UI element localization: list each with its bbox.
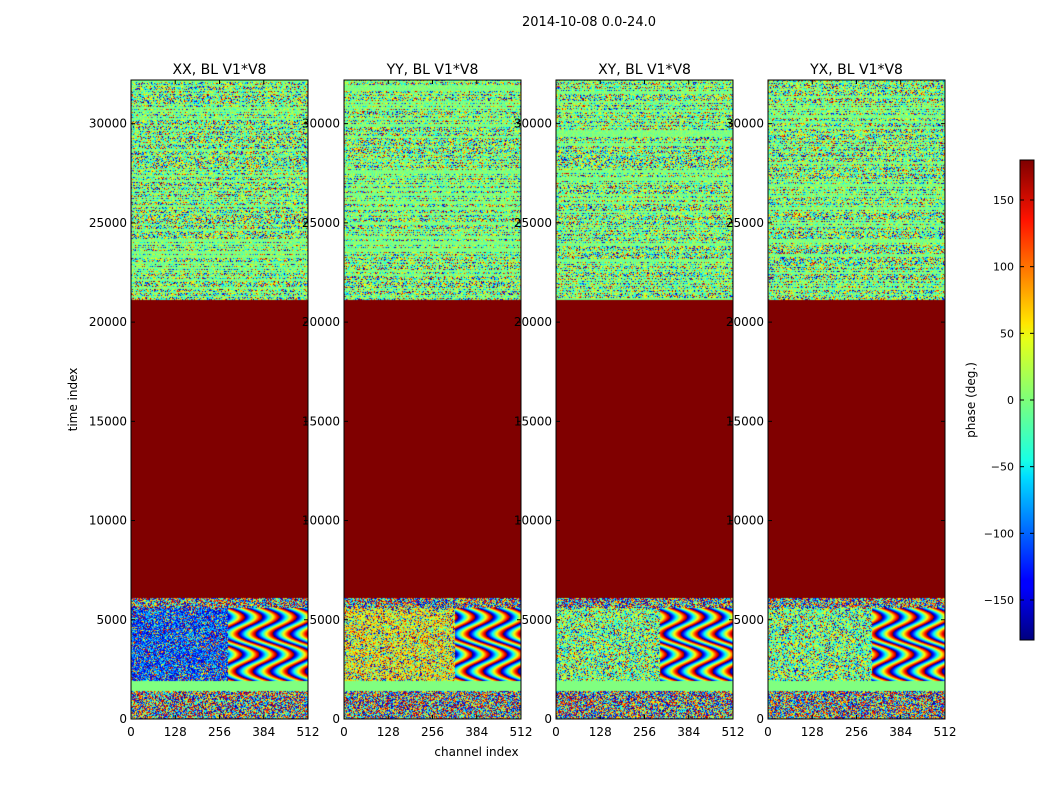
y-tick-label: 30000 xyxy=(302,117,340,131)
x-tick-label: 256 xyxy=(633,725,656,739)
y-tick-label: 15000 xyxy=(726,414,764,428)
y-tick-label: 5000 xyxy=(309,613,340,627)
y-tick-label: 10000 xyxy=(302,514,340,528)
colorbar-label: phase (deg.) xyxy=(964,362,978,438)
x-tick-label: 128 xyxy=(801,725,824,739)
y-tick-label: 25000 xyxy=(726,216,764,230)
x-tick-label: 512 xyxy=(297,725,320,739)
x-tick-label: 0 xyxy=(552,725,560,739)
y-axis-label: time index xyxy=(66,368,80,432)
panel-title: YX, BL V1*V8 xyxy=(809,62,903,78)
x-tick-label: 256 xyxy=(421,725,444,739)
x-axis-label: channel index xyxy=(434,745,518,759)
figure-suptitle: 2014-10-08 0.0-24.0 xyxy=(522,15,656,30)
x-tick-label: 384 xyxy=(677,725,700,739)
x-tick-label: 512 xyxy=(722,725,745,739)
colorbar-tick-label: −50 xyxy=(991,461,1014,474)
x-tick-label: 256 xyxy=(845,725,868,739)
x-tick-label: 128 xyxy=(377,725,400,739)
y-tick-label: 15000 xyxy=(302,414,340,428)
x-tick-label: 0 xyxy=(764,725,772,739)
x-tick-label: 512 xyxy=(510,725,533,739)
y-tick-label: 10000 xyxy=(514,514,552,528)
heatmap-panels: XX, BL V1*V8 0 128 256 384 512 0 5000 10000 15000… xyxy=(66,62,956,759)
colorbar-tick-label: 100 xyxy=(993,261,1014,274)
x-tick-label: 0 xyxy=(340,725,348,739)
panel-title: YY, BL V1*V8 xyxy=(386,62,479,78)
heatmap-image xyxy=(768,80,945,719)
heatmap-panel-4: YX, BL V1*V8 0 128 256 384 512 0 5000 10000 15000… xyxy=(726,62,957,739)
heatmap-image xyxy=(131,80,308,719)
y-tick-label: 10000 xyxy=(726,514,764,528)
y-tick-label: 5000 xyxy=(521,613,552,627)
y-tick-label: 25000 xyxy=(302,216,340,230)
colorbar-tick-label: 50 xyxy=(1000,327,1014,340)
x-tick-label: 384 xyxy=(889,725,912,739)
y-tick-label: 20000 xyxy=(514,315,552,329)
x-tick-label: 512 xyxy=(934,725,957,739)
y-tick-label: 5000 xyxy=(96,613,127,627)
panel-title: XY, BL V1*V8 xyxy=(598,62,691,78)
heatmap-image xyxy=(344,80,521,719)
colorbar-tick-label: −150 xyxy=(984,594,1014,607)
x-tick-label: 128 xyxy=(589,725,612,739)
heatmap-image xyxy=(556,80,733,719)
y-tick-label: 0 xyxy=(119,712,127,726)
x-tick-label: 256 xyxy=(208,725,231,739)
x-tick-label: 384 xyxy=(465,725,488,739)
y-tick-label: 0 xyxy=(544,712,552,726)
colorbar-ticks: 150 100 50 0 −50 −100 −150 xyxy=(984,194,1034,607)
y-tick-label: 20000 xyxy=(89,315,127,329)
y-tick-label: 10000 xyxy=(89,514,127,528)
x-tick-label: 0 xyxy=(127,725,135,739)
y-tick-label: 0 xyxy=(332,712,340,726)
y-tick-label: 5000 xyxy=(733,613,764,627)
y-tick-label: 15000 xyxy=(514,414,552,428)
x-tick-label: 128 xyxy=(164,725,187,739)
x-tick-label: 384 xyxy=(252,725,275,739)
y-tick-label: 30000 xyxy=(89,117,127,131)
y-tick-label: 30000 xyxy=(726,117,764,131)
colorbar-tick-label: 0 xyxy=(1007,394,1014,407)
heatmap-panel-1: XX, BL V1*V8 0 128 256 384 512 0 5000 10000 15000… xyxy=(66,62,319,739)
y-tick-label: 25000 xyxy=(89,216,127,230)
y-tick-label: 0 xyxy=(756,712,764,726)
y-tick-label: 15000 xyxy=(89,414,127,428)
y-tick-label: 30000 xyxy=(514,117,552,131)
colorbar-tick-label: −100 xyxy=(984,527,1014,540)
colorbar: 150 100 50 0 −50 −100 −150 phase (deg.) xyxy=(964,159,1035,641)
heatmap-panel-3: XY, BL V1*V8 0 128 256 384 512 0 5000 10000 15000… xyxy=(514,62,745,739)
y-tick-label: 20000 xyxy=(302,315,340,329)
y-tick-label: 20000 xyxy=(726,315,764,329)
y-tick-label: 25000 xyxy=(514,216,552,230)
panel-title: XX, BL V1*V8 xyxy=(173,62,267,78)
colorbar-tick-label: 150 xyxy=(993,194,1014,207)
heatmap-panel-2: YY, BL V1*V8 0 128 256 384 512 0 5000 10000 15000… xyxy=(302,62,533,759)
